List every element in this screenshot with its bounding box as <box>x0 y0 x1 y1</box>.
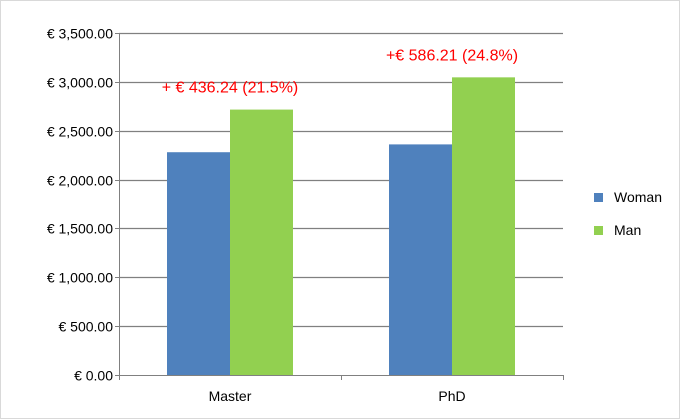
legend: Woman Man <box>594 189 662 238</box>
y-tick-label: € 2,500.00 <box>47 124 113 140</box>
y-tick-label: € 2,000.00 <box>47 173 113 189</box>
legend-label: Woman <box>614 189 662 205</box>
x-tick-label: Master <box>209 388 252 404</box>
y-tick-label: € 500.00 <box>59 319 114 335</box>
y-tick-label: € 3,500.00 <box>47 26 113 42</box>
legend-label: Man <box>614 222 641 238</box>
legend-swatch <box>594 193 603 202</box>
axes <box>115 33 564 380</box>
y-tick-label: € 0.00 <box>74 368 113 384</box>
bar-woman-phd <box>389 144 452 375</box>
legend-swatch <box>594 226 603 235</box>
bar-man-master <box>230 109 293 376</box>
y-tick-label: € 1,000.00 <box>47 270 113 286</box>
annotations: + € 436.24 (21.5%) +€ 586.21 (24.8%) <box>162 47 518 96</box>
y-tick-label: € 3,000.00 <box>47 75 113 91</box>
bar-man-phd <box>452 77 515 375</box>
y-axis-labels: € 0.00 € 500.00 € 1,000.00 € 1,500.00 € 2,00… <box>47 26 113 384</box>
bars <box>167 77 515 376</box>
x-axis-labels: Master PhD <box>209 388 466 404</box>
bar-woman-master <box>167 152 230 375</box>
x-tick-label: PhD <box>438 388 465 404</box>
difference-annotation: + € 436.24 (21.5%) <box>162 80 299 97</box>
difference-annotation: +€ 586.21 (24.8%) <box>386 47 518 64</box>
y-tick-label: € 1,500.00 <box>47 221 113 237</box>
